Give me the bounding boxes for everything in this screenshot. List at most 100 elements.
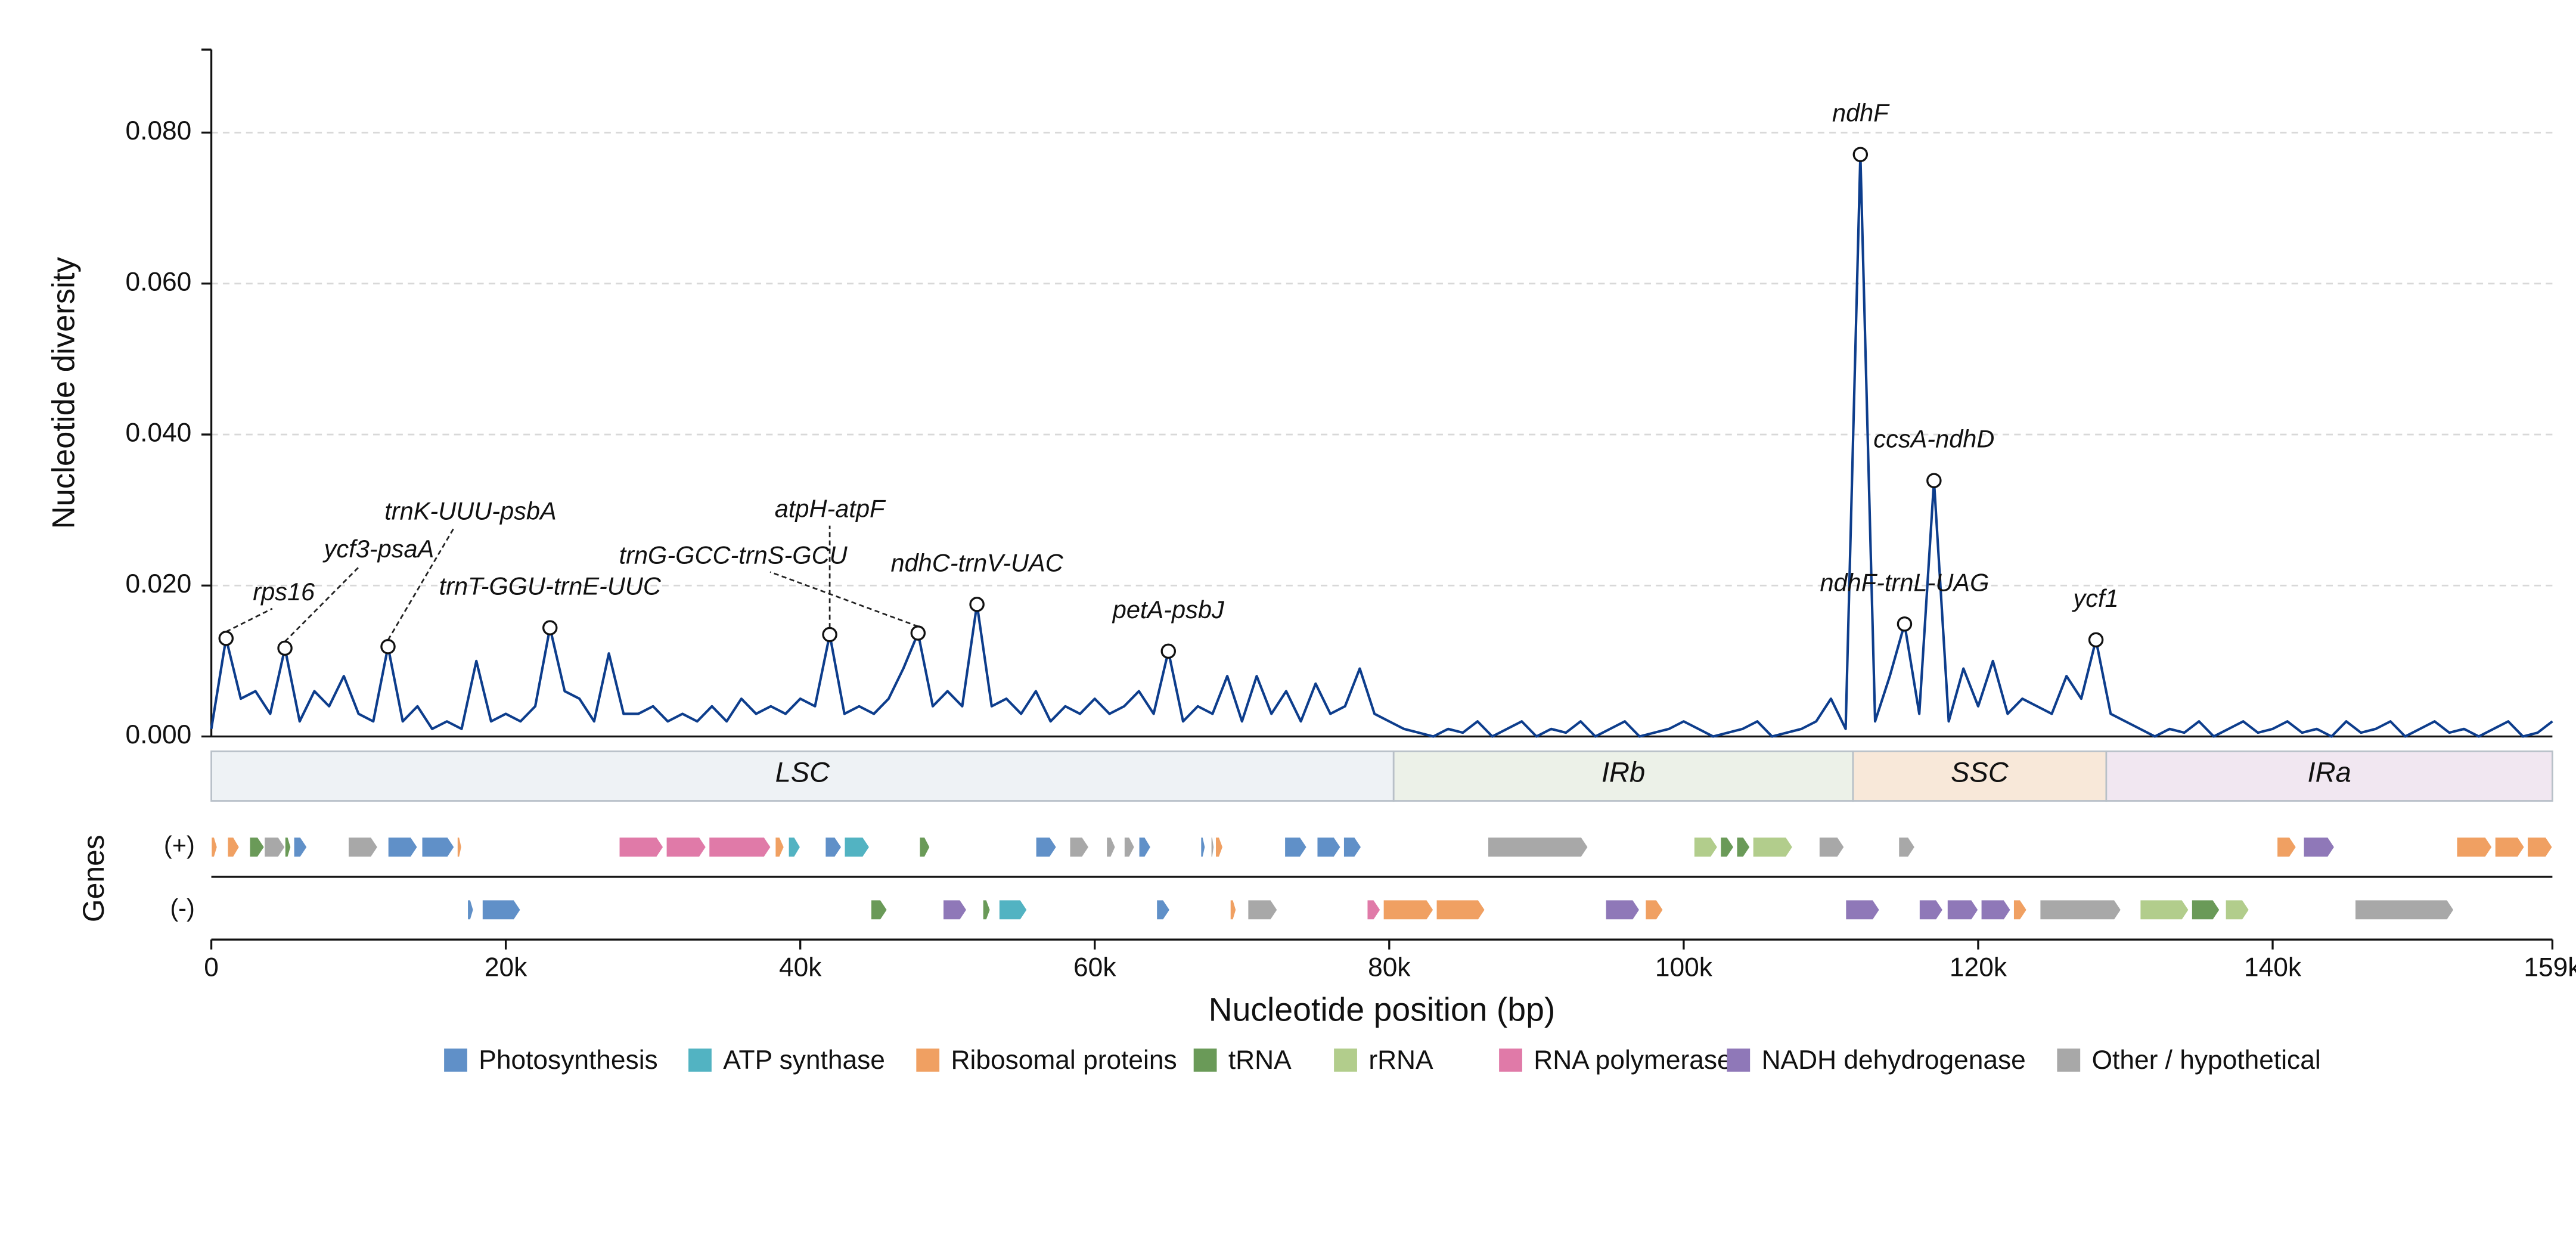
gene-block — [1436, 900, 1486, 920]
leader-line — [284, 565, 361, 643]
peak-marker — [380, 639, 396, 655]
gene-block — [870, 900, 888, 920]
legend-swatch — [444, 1049, 467, 1072]
y-tick-label: 0.080 — [125, 116, 191, 145]
x-tick-label: 159k — [2524, 953, 2576, 982]
region-label: IRb — [1602, 756, 1645, 788]
peak-label: rps16 — [253, 578, 315, 606]
peak-label: ndhF-trnL-UAG — [1820, 568, 1989, 596]
peak-marker — [218, 631, 234, 646]
peak-label: petA-psbJ — [1112, 596, 1225, 624]
region-box — [1392, 750, 1854, 802]
y-tick-label: 0.060 — [125, 267, 191, 296]
gene-block — [619, 836, 664, 858]
gene-block — [263, 836, 285, 858]
legend-swatch — [2057, 1049, 2081, 1072]
legend-label: Photosynthesis — [479, 1046, 657, 1075]
gene-block — [1106, 836, 1116, 858]
peak-marker — [910, 625, 926, 641]
gene-block — [467, 900, 474, 920]
gene-block — [2140, 900, 2190, 920]
gene-block — [1211, 836, 1215, 858]
leader-line — [387, 527, 455, 641]
gene-block — [387, 836, 418, 858]
gene-block — [2276, 836, 2297, 858]
gene-block — [919, 836, 930, 858]
gene-block — [1069, 836, 1090, 858]
peak-marker — [2088, 632, 2104, 648]
leader-line — [225, 607, 273, 633]
gene-block — [482, 900, 522, 920]
gene-block — [1343, 836, 1362, 858]
peak-marker — [542, 620, 558, 635]
gene-block — [1898, 836, 1916, 858]
gene-block — [1367, 900, 1381, 920]
gene-block — [347, 836, 378, 858]
gene-block — [1247, 900, 1278, 920]
x-axis-title: Nucleotide position (bp) — [1209, 991, 1556, 1028]
diversity-line — [210, 153, 2553, 738]
gene-block — [2225, 900, 2250, 920]
x-tick-label: 0 — [204, 953, 219, 982]
gene-block — [210, 836, 218, 858]
gene-block — [2456, 836, 2493, 858]
legend-swatch — [1727, 1049, 1751, 1072]
gene-block — [2354, 900, 2454, 920]
peak-label: trnK-UUU-psbA — [384, 497, 556, 525]
gene-block — [1138, 836, 1152, 858]
gene-block — [2013, 900, 2028, 920]
legend-swatch — [1193, 1049, 1217, 1072]
gene-block — [1947, 900, 1979, 920]
gene-block — [457, 836, 463, 858]
peak-marker — [822, 626, 837, 643]
gene-block — [942, 900, 967, 920]
gene-block — [1035, 836, 1057, 858]
gene-block — [421, 836, 455, 858]
peak-marker — [1926, 473, 1942, 488]
peak-label: trnG-GCC-trnS-GCU — [619, 541, 848, 569]
gene-block — [2527, 836, 2553, 858]
legend-label: ATP synthase — [723, 1046, 885, 1075]
region-label: IRa — [2308, 756, 2351, 788]
x-tick-label: 140k — [2244, 953, 2302, 982]
gene-block — [1752, 836, 1793, 858]
gene-block — [1230, 900, 1237, 920]
gene-block — [2494, 836, 2525, 858]
gene-block — [1284, 836, 1308, 858]
peak-marker — [1852, 147, 1869, 162]
gene-block — [998, 900, 1028, 920]
legend-swatch — [688, 1049, 712, 1072]
y-tick-label: 0.000 — [125, 720, 191, 749]
gene-block — [1383, 900, 1434, 920]
gene-block — [666, 836, 707, 858]
peak-label: trnT-GGU-trnE-UUC — [439, 572, 662, 600]
region-label: SSC — [1951, 756, 2009, 788]
gene-block — [1919, 900, 1944, 920]
gene-block — [1215, 836, 1224, 858]
gene-block — [1720, 836, 1734, 858]
gene-block — [1156, 900, 1171, 920]
y-tick-label: 0.020 — [125, 569, 191, 598]
peak-label: ycf1 — [2071, 584, 2118, 612]
gene-block — [2303, 836, 2335, 858]
legend-label: Ribosomal proteins — [951, 1046, 1177, 1075]
legend-swatch — [1334, 1049, 1357, 1072]
gene-block — [1981, 900, 2012, 920]
peak-marker — [969, 597, 985, 612]
peak-label: ycf3-psaA — [322, 535, 434, 563]
legend-label: tRNA — [1228, 1046, 1292, 1075]
strand-label: (-) — [170, 894, 195, 922]
gene-block — [788, 836, 801, 858]
legend-swatch — [916, 1049, 940, 1072]
region-box — [210, 750, 1395, 802]
region-label: LSC — [775, 756, 831, 788]
legend-label: RNA polymerase — [1534, 1046, 1731, 1075]
region-box — [1852, 750, 2108, 802]
region-box — [2105, 750, 2553, 802]
strand-label: (+) — [164, 831, 195, 859]
gene-block — [249, 836, 265, 858]
y-tick-label: 0.040 — [125, 418, 191, 448]
y-axis-title: Nucleotide diversity — [46, 257, 82, 529]
